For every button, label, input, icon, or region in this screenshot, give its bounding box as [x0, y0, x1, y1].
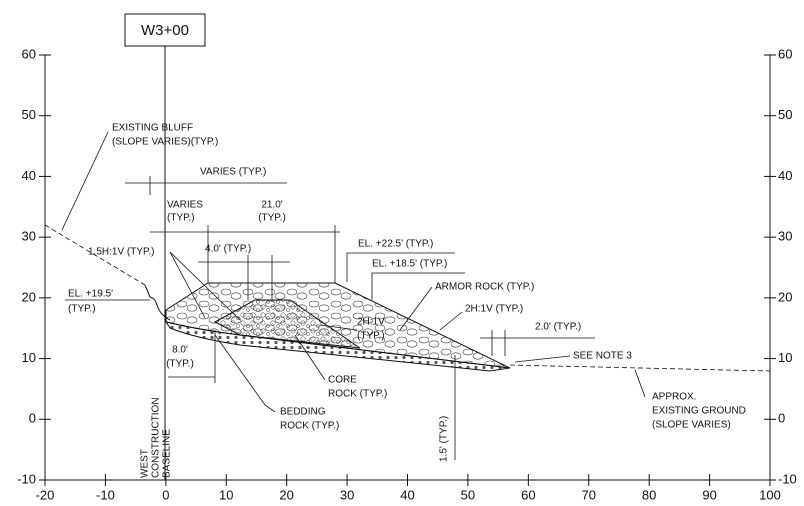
x-tick-label: 20	[279, 487, 293, 502]
y-tick-label: 60	[22, 46, 36, 61]
annotation: (SLOPE VARIES)	[652, 420, 731, 431]
vertical-label: 1.5' (TYP.)	[439, 416, 450, 462]
x-tick-label: 50	[461, 487, 475, 502]
annotation: 2H:1V (TYP.)	[465, 304, 523, 315]
annotation: 21.0'	[261, 200, 282, 211]
y-tick-label: 10	[778, 350, 792, 365]
y-tick-label: 40	[778, 168, 792, 183]
annotation: EL. +22.5' (TYP.)	[358, 239, 433, 250]
x-tick-label: 60	[521, 487, 535, 502]
annotation: EL. +18.5' (TYP.)	[372, 259, 447, 270]
y-tick-label: 0	[778, 411, 785, 426]
y-tick-label: 50	[778, 107, 792, 122]
annotation: 2.0' (TYP.)	[535, 322, 581, 333]
x-tick-label: 0	[162, 487, 169, 502]
annotation: 4.0' (TYP.)	[205, 244, 251, 255]
annotation: ROCK (TYP.)	[328, 389, 387, 400]
section-drawing: W3+00 -20-100102030405060708090100606050…	[0, 0, 804, 506]
y-tick-label: 0	[29, 411, 36, 426]
annotation: VARIES	[167, 200, 203, 211]
y-tick-label: -10	[778, 471, 797, 486]
annotation: (TYP.)	[258, 213, 286, 224]
annotation: ARMOR ROCK (TYP.)	[435, 282, 534, 293]
x-tick-label: 40	[400, 487, 414, 502]
x-tick-label: -20	[36, 487, 55, 502]
existing-ground	[510, 365, 770, 371]
annotation: ROCK (TYP.)	[280, 421, 339, 432]
annotation: (SLOPE VARIES)(TYP.)	[112, 137, 218, 148]
annotation: (TYP.)	[357, 331, 385, 342]
vertical-label: CONSTRUCTION	[151, 397, 162, 478]
annotation: 8.0'	[172, 345, 188, 356]
y-tick-label: 10	[22, 350, 36, 365]
y-tick-label: 20	[22, 289, 36, 304]
x-tick-label: -10	[96, 487, 115, 502]
y-tick-label: 50	[22, 107, 36, 122]
vertical-label: WEST	[140, 449, 151, 478]
annotation: SEE NOTE 3	[573, 351, 632, 362]
x-tick-label: 70	[582, 487, 596, 502]
annotation: 1.5H:1V (TYP.)	[88, 247, 155, 258]
annotation: APPROX.	[652, 392, 696, 403]
annotation: EXISTING BLUFF	[112, 123, 193, 134]
annotation: (TYP.)	[166, 359, 194, 370]
annotation: EXISTING GROUND	[652, 406, 746, 417]
y-tick-label: 60	[778, 46, 792, 61]
annotation: EL. +19.5'	[68, 289, 113, 300]
x-tick-label: 30	[340, 487, 354, 502]
annotation: BEDDING	[280, 407, 326, 418]
x-tick-label: 90	[702, 487, 716, 502]
title: W3+00	[141, 22, 189, 39]
annotation: (TYP.)	[167, 213, 195, 224]
annotation: CORE	[328, 375, 357, 386]
y-tick-label: 30	[22, 229, 36, 244]
x-tick-label: 10	[219, 487, 233, 502]
y-tick-label: 30	[778, 229, 792, 244]
y-tick-label: 20	[778, 289, 792, 304]
x-tick-label: 80	[642, 487, 656, 502]
y-tick-label: 40	[22, 168, 36, 183]
vertical-label: BASELINE	[162, 429, 173, 478]
x-tick-label: 100	[759, 487, 781, 502]
annotation: 2H:1V	[357, 317, 385, 328]
annotation: VARIES (TYP.)	[200, 167, 266, 178]
annotation: (TYP.)	[68, 304, 96, 315]
y-tick-label: -10	[17, 471, 36, 486]
